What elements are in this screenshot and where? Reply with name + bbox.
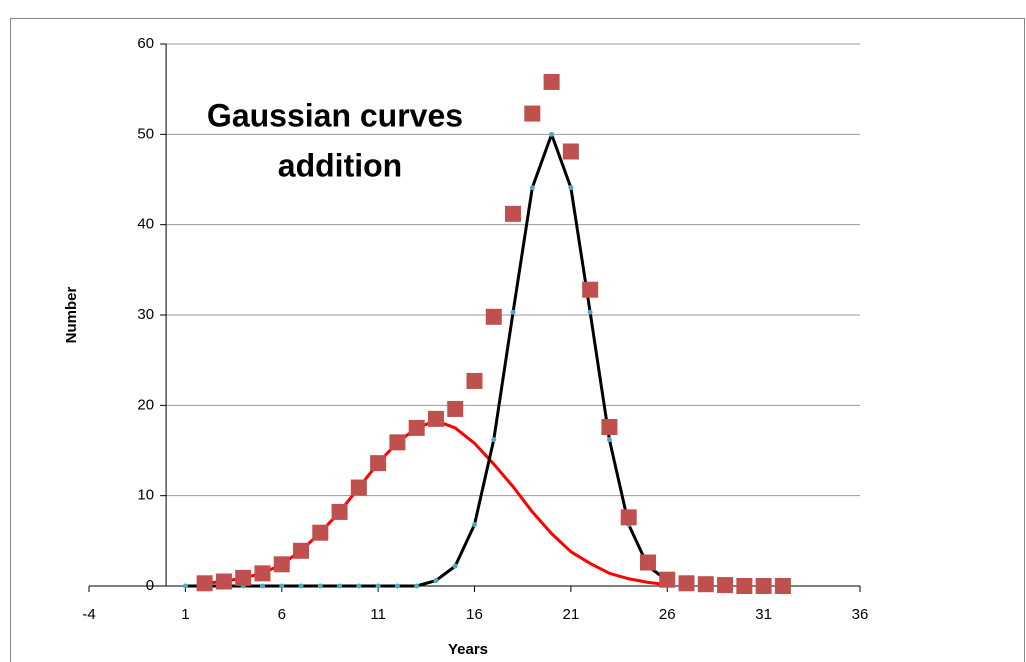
marker <box>510 309 516 315</box>
marker <box>427 410 444 427</box>
marker <box>389 434 406 451</box>
marker <box>394 583 400 589</box>
y-axis-label: Number <box>63 287 80 344</box>
marker <box>543 73 560 90</box>
marker <box>356 583 362 589</box>
x-tick-label: 31 <box>755 606 772 623</box>
marker <box>408 419 425 436</box>
y-tick-label: 60 <box>137 35 154 52</box>
marker <box>620 509 637 526</box>
marker <box>562 143 579 160</box>
marker <box>235 569 252 586</box>
marker <box>254 565 271 582</box>
x-tick-label: -4 <box>82 606 95 623</box>
marker <box>447 400 464 417</box>
marker <box>293 542 310 559</box>
marker <box>639 554 656 571</box>
marker <box>196 575 213 592</box>
marker <box>774 578 791 594</box>
x-tick-label: 6 <box>278 606 286 623</box>
y-tick-label: 10 <box>137 487 154 504</box>
marker <box>601 419 618 436</box>
marker <box>568 185 574 191</box>
x-tick-label: 26 <box>659 606 676 623</box>
marker <box>298 583 304 589</box>
marker <box>466 372 483 389</box>
marker <box>529 185 535 191</box>
marker <box>182 583 188 589</box>
marker <box>259 583 265 589</box>
marker <box>549 131 555 137</box>
x-tick-label: 1 <box>181 606 189 623</box>
marker <box>279 583 285 589</box>
marker <box>755 578 772 594</box>
marker <box>659 571 676 588</box>
y-tick-label: 30 <box>137 306 154 323</box>
marker <box>331 503 348 520</box>
x-tick-label: 36 <box>852 606 869 623</box>
annotation: Gaussian curves <box>207 97 463 133</box>
marker <box>215 573 232 590</box>
marker <box>678 575 695 592</box>
marker <box>505 205 522 222</box>
marker <box>606 437 612 443</box>
marker <box>350 479 367 496</box>
y-tick-label: 0 <box>146 577 154 594</box>
marker <box>717 577 734 594</box>
marker <box>452 563 458 569</box>
chart-frame <box>10 18 1025 662</box>
marker <box>433 578 439 584</box>
marker <box>472 522 477 528</box>
y-tick-label: 20 <box>137 396 154 413</box>
marker <box>582 281 599 298</box>
marker <box>312 524 329 541</box>
marker <box>273 556 290 573</box>
marker <box>414 583 420 589</box>
marker <box>375 583 381 589</box>
marker <box>370 455 387 472</box>
x-tick-label: 16 <box>466 606 483 623</box>
marker <box>697 576 714 593</box>
marker <box>317 583 323 589</box>
x-tick-label: 21 <box>563 606 580 623</box>
x-axis-label: Years <box>448 641 488 658</box>
marker <box>524 105 541 122</box>
series-line <box>185 132 669 588</box>
marker <box>587 309 593 315</box>
marker <box>736 578 753 594</box>
marker <box>337 583 343 589</box>
y-tick-label: 50 <box>137 125 154 142</box>
annotation: addition <box>278 147 402 183</box>
x-tick-label: 11 <box>370 606 386 623</box>
marker <box>491 437 497 443</box>
y-tick-label: 40 <box>137 216 154 233</box>
marker <box>485 308 502 325</box>
